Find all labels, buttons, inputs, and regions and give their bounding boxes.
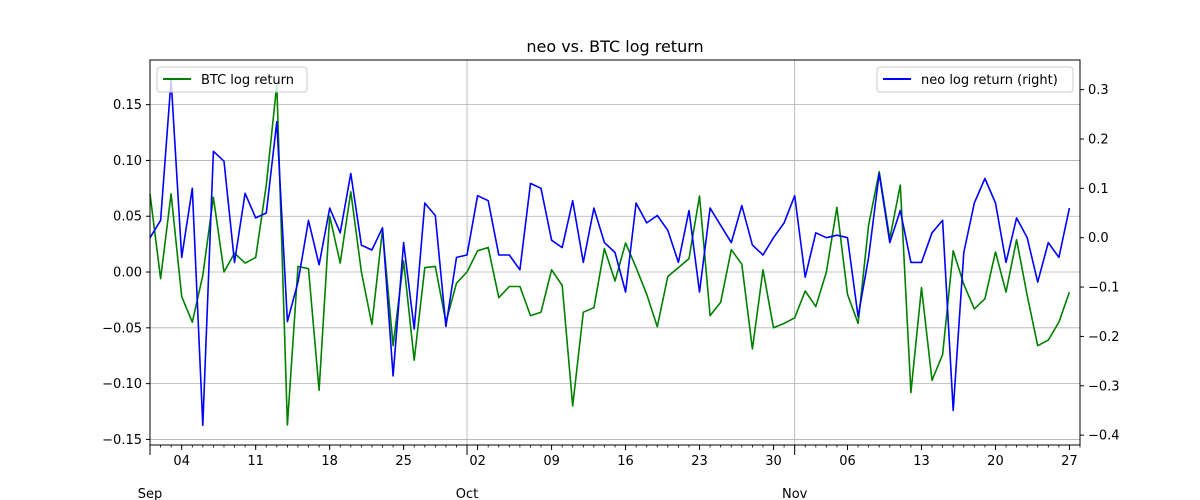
y-left-tick-label: 0.00	[113, 266, 142, 281]
x-tick-label: 04	[173, 454, 190, 469]
x-tick-label: 02	[469, 454, 486, 469]
x-tick-label: 06	[839, 454, 856, 469]
y-left-tick-label: 0.15	[113, 98, 142, 113]
x-axis: 04 11 18 25 02 09 16 23 30 06 13 20 27 Sep Oct Nov	[138, 445, 1081, 500]
legend-btc: BTC log return	[156, 66, 308, 93]
x-tick-label: 27	[1061, 454, 1078, 469]
y-right-tick-label: 0.3	[1088, 83, 1109, 98]
legend-neo-box	[876, 66, 1074, 93]
x-month-label: Nov	[782, 487, 808, 500]
y-left-tick-label: −0.10	[102, 377, 142, 392]
y-right-tick-label: 0.1	[1088, 182, 1109, 197]
x-tick-label: 25	[395, 454, 412, 469]
legend-btc-label: BTC log return	[201, 73, 294, 88]
x-tick-label: 18	[321, 454, 338, 469]
x-tick-label: 23	[691, 454, 708, 469]
x-month-label: Sep	[138, 487, 163, 500]
x-tick-label: 13	[913, 454, 930, 469]
grid-layer	[149, 60, 1080, 445]
btc-log-return-line	[149, 83, 1071, 426]
neo-log-return-line	[149, 78, 1071, 427]
y-left-tick-label: −0.15	[102, 433, 142, 448]
x-tick-label: 20	[987, 454, 1004, 469]
y-left-tick-label: −0.05	[102, 321, 142, 336]
x-month-label: Oct	[456, 487, 478, 500]
x-tick-label: 30	[765, 454, 782, 469]
y-left-tick-label: 0.05	[113, 210, 142, 225]
legend-neo: neo log return (right)	[876, 66, 1074, 93]
x-tick-label: 11	[247, 454, 264, 469]
y-axis-left: 0.15 0.10 0.05 0.00 −0.05 −0.10 −0.15	[102, 98, 150, 448]
series-layer	[149, 78, 1071, 427]
x-tick-label: 16	[617, 454, 634, 469]
legend-neo-label: neo log return (right)	[921, 73, 1058, 88]
legend-btc-box	[156, 66, 308, 93]
y-left-tick-label: 0.10	[113, 154, 142, 169]
y-right-tick-label: −0.1	[1088, 281, 1120, 296]
y-right-tick-label: −0.4	[1088, 429, 1120, 444]
y-right-tick-label: 0.0	[1088, 231, 1109, 246]
y-axis-right: 0.3 0.2 0.1 0.0 −0.1 −0.2 −0.3 −0.4	[1080, 83, 1120, 444]
x-tick-label: 09	[543, 454, 560, 469]
y-right-tick-label: −0.2	[1088, 330, 1120, 345]
y-right-tick-label: −0.3	[1088, 379, 1120, 394]
chart-title: neo vs. BTC log return	[526, 37, 703, 56]
y-right-tick-label: 0.2	[1088, 132, 1109, 147]
